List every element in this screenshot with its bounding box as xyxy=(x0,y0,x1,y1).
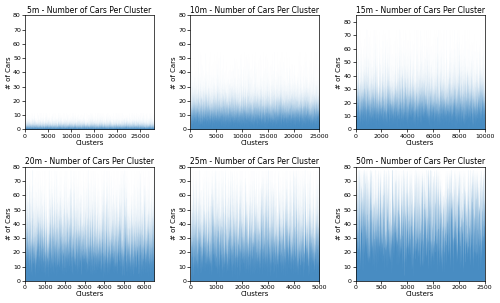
Title: 5m - Number of Cars Per Cluster: 5m - Number of Cars Per Cluster xyxy=(28,5,152,15)
Y-axis label: # of Cars: # of Cars xyxy=(6,208,12,240)
Y-axis label: # of Cars: # of Cars xyxy=(336,208,342,240)
Title: 10m - Number of Cars Per Cluster: 10m - Number of Cars Per Cluster xyxy=(190,5,320,15)
X-axis label: Clusters: Clusters xyxy=(240,140,269,146)
Y-axis label: # of Cars: # of Cars xyxy=(171,56,177,89)
Title: 25m - Number of Cars Per Cluster: 25m - Number of Cars Per Cluster xyxy=(190,157,320,166)
Title: 20m - Number of Cars Per Cluster: 20m - Number of Cars Per Cluster xyxy=(25,157,154,166)
X-axis label: Clusters: Clusters xyxy=(406,140,434,146)
X-axis label: Clusters: Clusters xyxy=(76,291,104,298)
Title: 15m - Number of Cars Per Cluster: 15m - Number of Cars Per Cluster xyxy=(356,5,484,15)
Y-axis label: # of Cars: # of Cars xyxy=(6,56,12,89)
X-axis label: Clusters: Clusters xyxy=(406,291,434,298)
X-axis label: Clusters: Clusters xyxy=(240,291,269,298)
Title: 50m - Number of Cars Per Cluster: 50m - Number of Cars Per Cluster xyxy=(356,157,484,166)
Y-axis label: # of Cars: # of Cars xyxy=(336,56,342,89)
X-axis label: Clusters: Clusters xyxy=(76,140,104,146)
Y-axis label: # of Cars: # of Cars xyxy=(171,208,177,240)
